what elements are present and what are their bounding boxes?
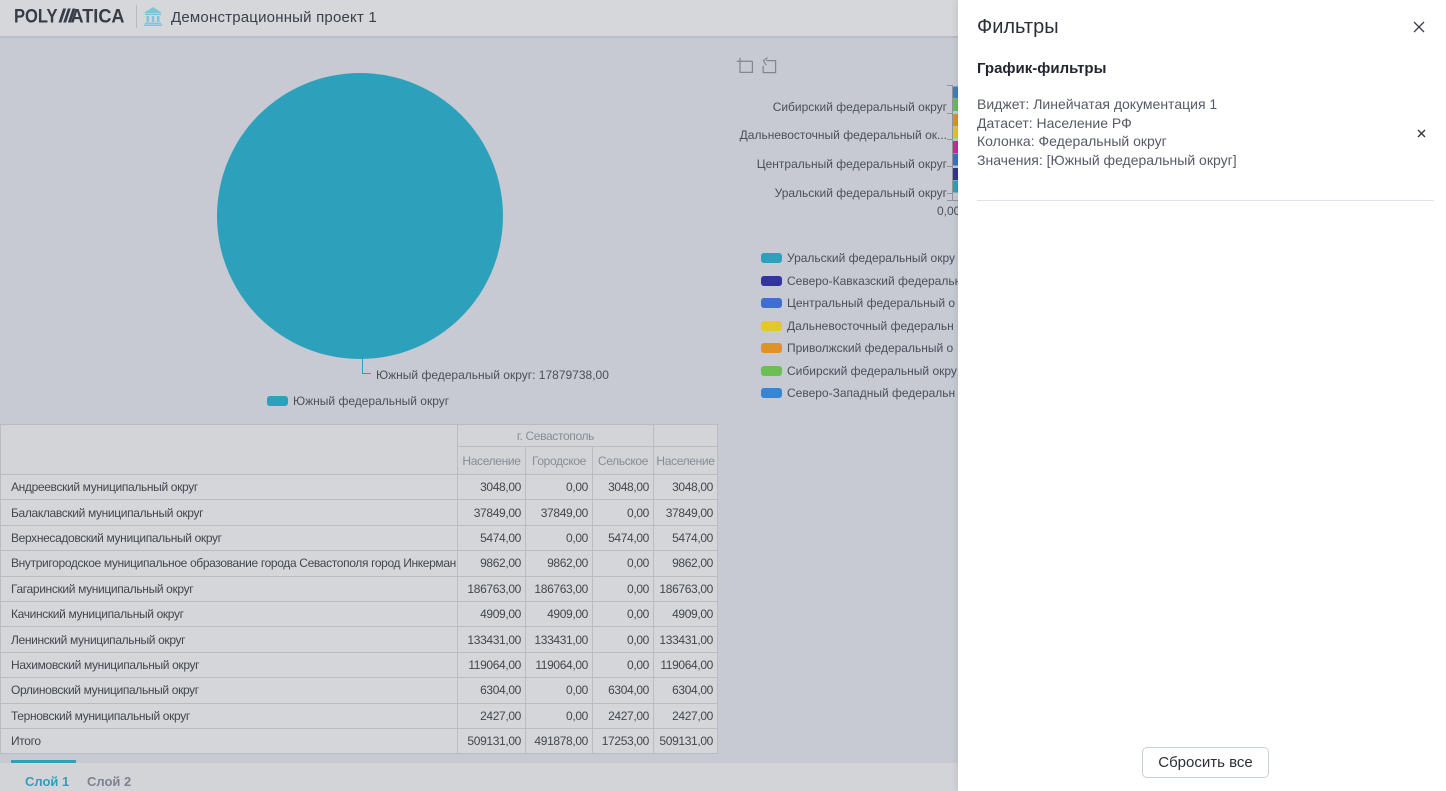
svg-text:ATICA: ATICA	[71, 7, 125, 27]
svg-text:POLY: POLY	[14, 7, 58, 27]
